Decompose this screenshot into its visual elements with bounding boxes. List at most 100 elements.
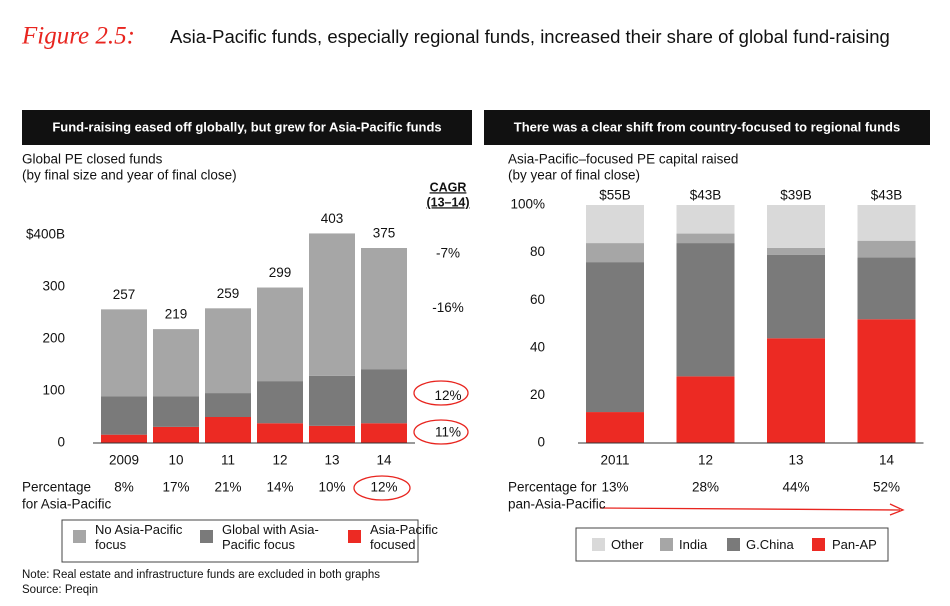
panel-title: There was a clear shift from country-foc… — [514, 119, 900, 134]
bar-segment — [586, 205, 644, 244]
row-label: pan-Asia-Pacific — [508, 497, 606, 512]
x-tick-label: 11 — [221, 453, 235, 468]
legend-entry: India — [679, 537, 708, 552]
axis-subtitle: (by final size and year of final close) — [22, 168, 237, 183]
legend-label: Other — [611, 537, 644, 552]
x-tick-label: 13 — [788, 453, 803, 468]
bar-segment — [857, 257, 916, 320]
percentage-label: 8% — [114, 480, 134, 495]
total-label: 375 — [373, 226, 396, 241]
row-label: Percentage — [22, 480, 91, 495]
x-tick-label: 2009 — [109, 453, 139, 468]
legend-swatch — [348, 530, 361, 543]
bar-segment — [309, 233, 355, 376]
x-tick-label: 14 — [376, 453, 392, 468]
legend-entry: Global with Asia-Pacific focus — [222, 522, 319, 552]
legend-swatch — [727, 538, 740, 551]
bar-segment — [257, 381, 303, 424]
bar-segment — [361, 423, 407, 443]
percentage-label: 12% — [370, 480, 397, 495]
highlight-circle — [353, 475, 411, 501]
cagr-value: 12% — [434, 388, 461, 403]
percentage-label: 14% — [266, 480, 293, 495]
legend-label: India — [679, 537, 708, 552]
cagr-title: (13–14) — [426, 195, 469, 209]
legend-swatch — [592, 538, 605, 551]
bar-segment — [676, 243, 735, 377]
y-tick-label: 0 — [537, 435, 545, 450]
bar-segment — [767, 338, 825, 443]
legend-swatch — [73, 530, 86, 543]
y-tick-label: 100% — [510, 197, 545, 212]
bar-segment — [586, 243, 644, 263]
cagr-value: 11% — [435, 425, 461, 440]
bar-segment — [857, 319, 916, 443]
bar-segment — [586, 262, 644, 413]
panel-title: Fund-raising eased off globally, but gre… — [52, 119, 441, 134]
legend-label: Asia-Pacific focused — [370, 522, 438, 552]
bar-segment — [153, 396, 199, 427]
panel-header — [22, 110, 472, 145]
x-tick-label: 2011 — [600, 453, 629, 468]
bar-segment — [153, 329, 199, 397]
total-label: $39B — [780, 188, 812, 203]
highlight-circle — [413, 380, 469, 406]
bar-segment — [361, 369, 407, 424]
bar-segment — [767, 205, 825, 248]
legend-label: No Asia-Pacific focus — [95, 522, 183, 552]
y-tick-label: 100 — [42, 383, 65, 398]
bar-segment — [309, 375, 355, 426]
legend-entry: Asia-Pacific focused — [370, 522, 438, 552]
percentage-label: 17% — [162, 480, 189, 495]
x-tick-label: 14 — [879, 453, 895, 468]
bar-segment — [676, 205, 735, 234]
bar-segment — [101, 309, 147, 397]
bar-segment — [676, 376, 735, 443]
legend-box — [575, 527, 889, 562]
percentage-label: 44% — [782, 480, 809, 495]
bar-segment — [153, 426, 199, 443]
legend-box — [61, 519, 419, 563]
total-label: $43B — [690, 188, 722, 203]
percentage-label: 21% — [214, 480, 241, 495]
axis-subtitle: Global PE closed funds — [22, 152, 163, 167]
legend-swatch — [200, 530, 213, 543]
total-label: 219 — [165, 307, 188, 322]
bar-segment — [361, 248, 407, 370]
legend-entry: G.China — [746, 537, 794, 552]
y-tick-label: 60 — [530, 292, 545, 307]
y-tick-label: $400B — [26, 227, 65, 242]
bar-segment — [767, 254, 825, 339]
percentage-label: 52% — [873, 480, 900, 495]
y-tick-label: 0 — [57, 435, 65, 450]
percentage-label: 13% — [601, 480, 628, 495]
percentage-label: 10% — [318, 480, 345, 495]
figure-title: Asia-Pacific funds, especially regional … — [170, 26, 890, 47]
bar-segment — [257, 423, 303, 443]
bar-segment — [205, 308, 251, 394]
axis-subtitle: Asia-Pacific–focused PE capital raised — [508, 152, 738, 167]
legend-label: G.China — [746, 537, 794, 552]
bar-segment — [101, 396, 147, 435]
axis-subtitle: (by year of final close) — [508, 168, 640, 183]
percentage-label: 28% — [692, 480, 719, 495]
x-tick-label: 12 — [272, 453, 287, 468]
bar-segment — [767, 247, 825, 255]
cagr-title: CAGR — [430, 180, 467, 194]
total-label: 259 — [217, 286, 240, 301]
legend-label: Global with Asia-Pacific focus — [222, 522, 319, 552]
bar-segment — [101, 434, 147, 443]
figure-number: Figure 2.5: — [21, 23, 135, 50]
bar-segment — [205, 393, 251, 417]
x-tick-label: 12 — [698, 453, 713, 468]
total-label: 257 — [113, 287, 136, 302]
bar-segment — [676, 233, 735, 244]
legend-label: Pan-AP — [832, 537, 877, 552]
bar-segment — [205, 417, 251, 443]
trend-arrow — [599, 507, 901, 511]
y-tick-label: 20 — [530, 387, 545, 402]
bar-segment — [309, 425, 355, 443]
highlight-circle — [413, 419, 469, 445]
bar-segment — [857, 205, 916, 241]
